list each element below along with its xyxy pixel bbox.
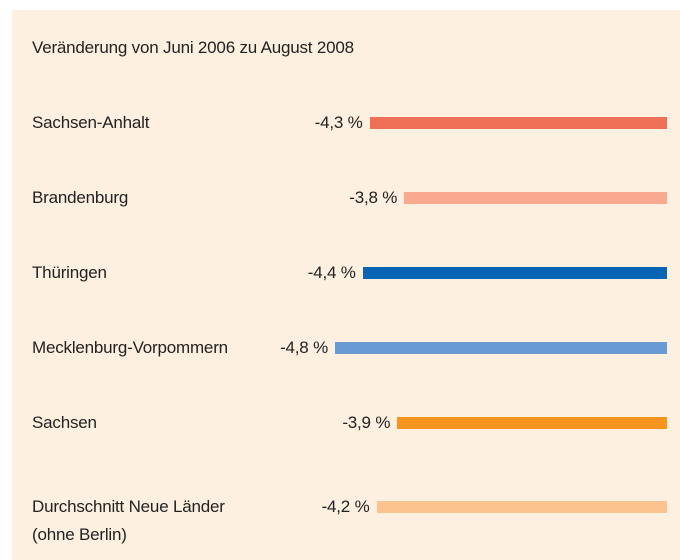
bar [376, 501, 667, 513]
category-label: Thüringen [32, 263, 107, 282]
value-label: -4,8 % [280, 338, 328, 357]
chart-title: Veränderung von Juni 2006 zu August 2008 [32, 38, 354, 57]
value-label: -3,8 % [349, 188, 398, 207]
chart: Veränderung von Juni 2006 zu August 2008… [12, 10, 680, 560]
bar [335, 342, 667, 354]
value-label: -4,3 % [314, 113, 363, 132]
value-label: -4,2 % [321, 497, 370, 516]
bar [362, 267, 667, 279]
category-label: Sachsen [32, 413, 97, 432]
value-label: -3,9 % [342, 413, 391, 432]
category-label: Brandenburg [32, 188, 129, 207]
category-label: Mecklenburg-Vorpommern [32, 338, 228, 357]
bar [404, 192, 667, 204]
category-label: Sachsen-Anhalt [32, 113, 150, 132]
value-label: -4,4 % [307, 263, 356, 282]
category-label: Durchschnitt Neue Länder (ohne Berlin) [32, 497, 225, 544]
bar [397, 417, 667, 429]
bar [369, 117, 667, 129]
